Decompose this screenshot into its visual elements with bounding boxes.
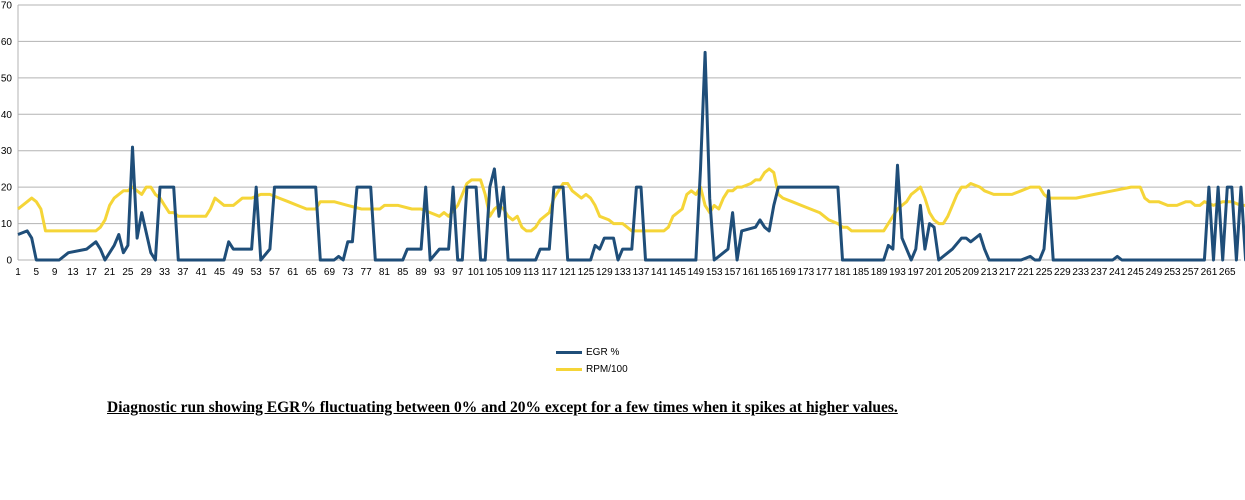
x-tick-label: 101: [468, 267, 485, 278]
x-tick-label: 69: [324, 267, 336, 278]
legend-swatch-rpm: [556, 368, 582, 371]
x-tick-label: 229: [1054, 267, 1071, 278]
x-tick-label: 241: [1109, 267, 1126, 278]
x-tick-label: 97: [452, 267, 464, 278]
x-tick-label: 185: [852, 267, 869, 278]
x-tick-label: 173: [798, 267, 815, 278]
x-tick-label: 17: [86, 267, 98, 278]
x-tick-label: 133: [614, 267, 631, 278]
y-tick-label: 0: [6, 256, 12, 267]
x-tick-label: 93: [434, 267, 446, 278]
x-tick-label: 197: [907, 267, 924, 278]
x-tick-label: 37: [177, 267, 189, 278]
y-tick-label: 70: [1, 1, 13, 12]
y-tick-label: 50: [1, 73, 13, 84]
x-tick-label: 105: [486, 267, 503, 278]
x-tick-label: 49: [232, 267, 244, 278]
x-tick-label: 117: [541, 267, 557, 278]
x-tick-label: 21: [104, 267, 116, 278]
x-tick-label: 13: [67, 267, 79, 278]
x-tick-label: 149: [688, 267, 705, 278]
x-tick-label: 257: [1182, 267, 1199, 278]
x-tick-label: 245: [1127, 267, 1144, 278]
x-tick-label: 169: [779, 267, 796, 278]
x-tick-label: 165: [761, 267, 778, 278]
y-tick-label: 10: [1, 219, 13, 230]
series-line-rpm: [17, 167, 1245, 233]
legend-item-egr: EGR %: [556, 344, 696, 361]
y-tick-label: 60: [1, 37, 13, 48]
x-tick-label: 145: [669, 267, 686, 278]
x-tick-label: 217: [999, 267, 1016, 278]
series-lines: [17, 50, 1245, 262]
x-tick-label: 193: [889, 267, 906, 278]
x-tick-label: 113: [523, 267, 539, 278]
x-tick-label: 45: [214, 267, 226, 278]
x-tick-label: 109: [504, 267, 521, 278]
x-tick-label: 73: [342, 267, 354, 278]
x-tick-label: 33: [159, 267, 171, 278]
grid-lines: [18, 4, 1241, 225]
x-tick-label: 233: [1072, 267, 1089, 278]
x-tick-label: 89: [416, 267, 428, 278]
x-tick-label: 265: [1219, 267, 1236, 278]
x-tick-label: 253: [1164, 267, 1181, 278]
legend: EGR % RPM/100: [556, 344, 696, 378]
x-tick-label: 57: [269, 267, 281, 278]
x-tick-label: 141: [651, 267, 668, 278]
x-tick-label: 41: [196, 267, 208, 278]
x-tick-label: 237: [1091, 267, 1108, 278]
x-tick-label: 189: [871, 267, 888, 278]
x-tick-label: 177: [816, 267, 833, 278]
x-tick-label: 81: [379, 267, 391, 278]
x-axis-ticks: 1 5 9 13 17 21 25 29 33 37 41 45 49 53 57 61 65 69 73 77 81 8…: [15, 267, 1236, 278]
x-tick-label: 25: [122, 267, 134, 278]
x-tick-label: 9: [52, 267, 58, 278]
x-tick-label: 125: [578, 267, 595, 278]
y-tick-label: 40: [1, 110, 13, 121]
legend-label-egr: EGR %: [586, 347, 620, 358]
x-tick-label: 1: [15, 267, 21, 278]
y-axis-ticks: 0 10 20 30 40 50 60 70: [1, 1, 13, 267]
x-tick-label: 261: [1201, 267, 1218, 278]
series-line-egr: [17, 50, 1245, 262]
x-tick-label: 201: [926, 267, 943, 278]
x-tick-label: 209: [962, 267, 979, 278]
x-tick-label: 221: [1017, 267, 1034, 278]
x-tick-label: 157: [724, 267, 741, 278]
x-tick-label: 65: [306, 267, 318, 278]
x-tick-label: 213: [981, 267, 998, 278]
x-tick-label: 181: [834, 267, 851, 278]
y-tick-label: 20: [1, 183, 13, 194]
x-tick-label: 5: [34, 267, 40, 278]
x-tick-label: 249: [1146, 267, 1163, 278]
x-tick-label: 121: [559, 267, 576, 278]
legend-swatch-egr: [556, 351, 582, 354]
line-chart: 0 10 20 30 40 50 60 70 1 5 9 13 17 21 25 29 33 37 41 45 49 5…: [1, 1, 1245, 278]
x-tick-label: 205: [944, 267, 961, 278]
x-tick-label: 85: [397, 267, 409, 278]
x-tick-label: 53: [251, 267, 263, 278]
axes: [17, 5, 1241, 261]
x-tick-label: 153: [706, 267, 723, 278]
legend-item-rpm: RPM/100: [556, 361, 696, 378]
legend-label-rpm: RPM/100: [586, 364, 628, 375]
x-tick-label: 29: [141, 267, 153, 278]
chart-caption: Diagnostic run showing EGR% fluctuating …: [107, 399, 898, 416]
x-tick-label: 61: [287, 267, 299, 278]
x-tick-label: 77: [361, 267, 373, 278]
y-tick-label: 30: [1, 146, 13, 157]
x-tick-label: 225: [1036, 267, 1053, 278]
x-tick-label: 137: [633, 267, 650, 278]
x-tick-label: 161: [743, 267, 760, 278]
x-tick-label: 129: [596, 267, 613, 278]
